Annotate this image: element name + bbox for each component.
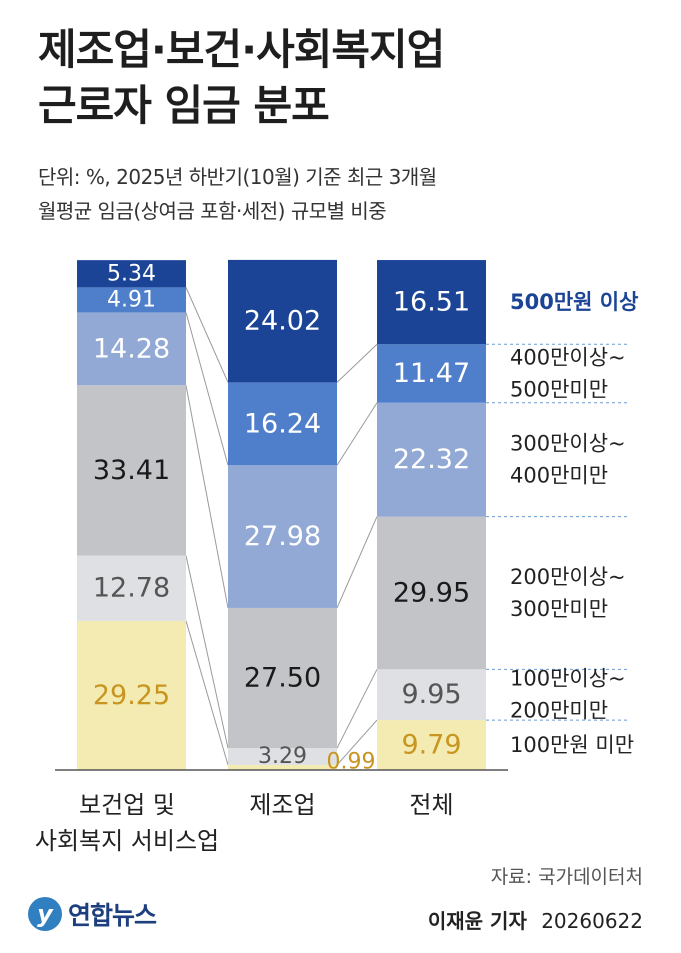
connector-line [185, 287, 229, 383]
legend-entry: 100만이상~ [510, 667, 626, 691]
value-label: 9.95 [401, 679, 461, 710]
category-label: 제조업 [249, 791, 315, 819]
connector-lines [185, 287, 378, 766]
subtitle-line-2: 월평균 임금(상여금 포함·세전) 규모별 비중 [38, 199, 387, 223]
value-label: 11.47 [393, 358, 470, 389]
reporter-name: 이재윤 기자 [427, 909, 527, 933]
bar-segment [77, 620, 186, 770]
connector-line [185, 385, 229, 609]
bar-segment [228, 259, 337, 383]
byline: 이재윤 기자 20260622 [428, 905, 643, 934]
value-label: 22.32 [393, 444, 470, 475]
bar-segment [377, 516, 486, 670]
legend-entry: 500만원 이상 [510, 290, 638, 314]
value-label: 29.95 [393, 577, 470, 608]
value-label: 27.50 [244, 663, 321, 694]
legend: 100만원 미만 100만이상~ 200만미만 200만이상~ 300만미만 300만이상… [486, 290, 638, 757]
legend-entry: 400만이상~ [510, 346, 626, 370]
bar-segment [377, 344, 486, 403]
value-label: 33.41 [93, 455, 170, 486]
legend-entry: 200만미만 [510, 699, 608, 723]
value-label: 9.79 [401, 730, 461, 761]
legend-entry: 300만미만 [510, 597, 608, 621]
value-label: 14.28 [93, 333, 170, 364]
chart-subtitle: 단위: %, 2025년 하반기(10월) 기준 최근 3개월 월평균 임금(상… [38, 160, 437, 228]
value-label: 12.78 [93, 573, 170, 604]
value-labels: 29.2512.7833.4114.284.915.340.993.2927.5… [93, 261, 470, 774]
value-label: 27.98 [244, 521, 321, 552]
bar-segment [228, 382, 337, 466]
connector-line [185, 620, 229, 766]
bar-segment [228, 465, 337, 608]
bar-segment [77, 385, 186, 556]
bar-stacks [77, 259, 486, 770]
yonhap-logo-icon: y [28, 897, 62, 931]
value-label: 24.02 [244, 306, 321, 337]
category-label: 전체 [409, 791, 453, 819]
bar-segment [228, 764, 337, 770]
bar-segment [77, 312, 186, 386]
logo-text: 연합뉴스 [68, 901, 157, 930]
title-line-2: 근로자 임금 분포 [38, 81, 330, 130]
bar-segment [77, 260, 186, 288]
bar-segment [228, 748, 337, 765]
stacked-bar-chart: 29.2512.7833.4114.284.915.340.993.2927.5… [35, 259, 638, 855]
bar-segment [377, 669, 486, 721]
source-note: 자료: 국가데이터처 [490, 866, 643, 888]
subtitle-line-1: 단위: %, 2025년 하반기(10월) 기준 최근 3개월 [38, 165, 437, 189]
value-label: 5.34 [107, 261, 156, 286]
publish-date: 20260622 [541, 909, 643, 933]
connector-line [185, 312, 229, 466]
connector-line [336, 719, 378, 766]
value-label: 29.25 [93, 680, 170, 711]
category-label: 보건업 및 [79, 791, 175, 819]
value-label: 16.51 [393, 287, 470, 318]
legend-entry: 200만이상~ [510, 565, 626, 589]
bar-segment [77, 287, 186, 313]
title-line-1: 제조업·보건·사회복지업 [38, 25, 445, 74]
legend-entry: 100만원 미만 [510, 733, 634, 757]
chart-title: 제조업·보건·사회복지업 근로자 임금 분포 [38, 22, 445, 134]
legend-entry: 300만이상~ [510, 432, 626, 456]
connector-line [185, 555, 229, 749]
bar-segment [377, 720, 486, 770]
yonhap-logo: y 연합뉴스 [28, 896, 157, 932]
bar-segment [377, 260, 486, 345]
value-label: 16.24 [244, 408, 321, 439]
connector-line [336, 343, 378, 383]
connector-line [336, 516, 378, 609]
bar-segment [377, 402, 486, 517]
bar-segment [228, 607, 337, 749]
connector-line [336, 669, 378, 749]
legend-entry: 400만미만 [510, 464, 608, 488]
bar-segment [77, 555, 186, 621]
value-label: 3.29 [258, 744, 307, 769]
value-label: 4.91 [107, 287, 156, 312]
connector-line [336, 402, 378, 466]
legend-entry: 500만미만 [510, 378, 608, 402]
category-label: 사회복지 서비스업 [35, 827, 219, 855]
